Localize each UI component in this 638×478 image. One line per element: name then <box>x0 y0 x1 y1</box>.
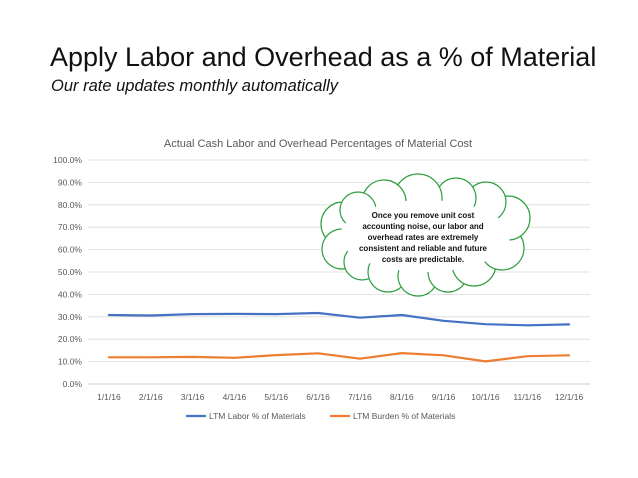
x-axis-ticks: 1/1/16 2/1/16 3/1/16 4/1/16 5/1/16 6/1/16 7/1/… <box>97 392 583 402</box>
x-tick-label: 6/1/16 <box>306 392 330 402</box>
slide-subtitle: Our rate updates monthly automatically <box>51 77 339 95</box>
y-tick-label: 100.0% <box>53 155 82 165</box>
y-axis-ticks: 0.0% 10.0% 20.0% 30.0% 40.0% 50.0% 60.0% 70.0% 8… <box>53 155 82 389</box>
slide-title: Apply Labor and Overhead as a % of Mater… <box>50 42 597 72</box>
y-tick-label: 90.0% <box>58 177 83 187</box>
x-tick-label: 9/1/16 <box>432 392 456 402</box>
x-tick-label: 10/1/16 <box>471 392 500 402</box>
x-tick-label: 2/1/16 <box>139 392 163 402</box>
cloud-callout: Once you remove unit cost accounting noi… <box>320 173 531 297</box>
cloud-fill <box>340 200 510 272</box>
x-tick-label: 12/1/16 <box>555 392 584 402</box>
x-tick-label: 1/1/16 <box>97 392 121 402</box>
y-tick-label: 80.0% <box>58 200 83 210</box>
x-tick-label: 11/1/16 <box>513 392 541 402</box>
y-tick-label: 70.0% <box>58 222 83 232</box>
legend-label: LTM Burden % of Materials <box>353 411 455 421</box>
callout-line-4: consistent and reliable and future <box>359 244 488 253</box>
x-tick-label: 3/1/16 <box>181 392 205 402</box>
x-tick-label: 4/1/16 <box>223 392 247 402</box>
series-lines <box>107 311 571 363</box>
gridlines <box>88 159 590 385</box>
y-tick-label: 0.0% <box>63 379 83 389</box>
y-tick-label: 40.0% <box>58 289 83 299</box>
chart-title: Actual Cash Labor and Overhead Percentag… <box>164 138 472 150</box>
y-tick-label: 10.0% <box>58 357 83 367</box>
x-tick-label: 7/1/16 <box>348 392 372 402</box>
callout-line-3: overhead rates are extremely <box>368 233 479 242</box>
legend: LTM Labor % of Materials LTM Burden % of … <box>186 411 455 421</box>
series-line-1 <box>107 311 571 327</box>
callout-line-1: Once you remove unit cost <box>372 211 475 220</box>
series-line-2 <box>107 352 571 363</box>
x-tick-label: 8/1/16 <box>390 392 414 402</box>
y-tick-label: 30.0% <box>58 312 83 322</box>
y-tick-label: 60.0% <box>58 245 83 255</box>
x-tick-label: 5/1/16 <box>264 392 288 402</box>
callout-line-5: costs are predictable. <box>382 255 464 264</box>
y-tick-label: 50.0% <box>58 267 83 277</box>
legend-label: LTM Labor % of Materials <box>209 411 306 421</box>
callout-line-2: accounting noise, our labor and <box>362 222 483 231</box>
y-tick-label: 20.0% <box>58 334 83 344</box>
